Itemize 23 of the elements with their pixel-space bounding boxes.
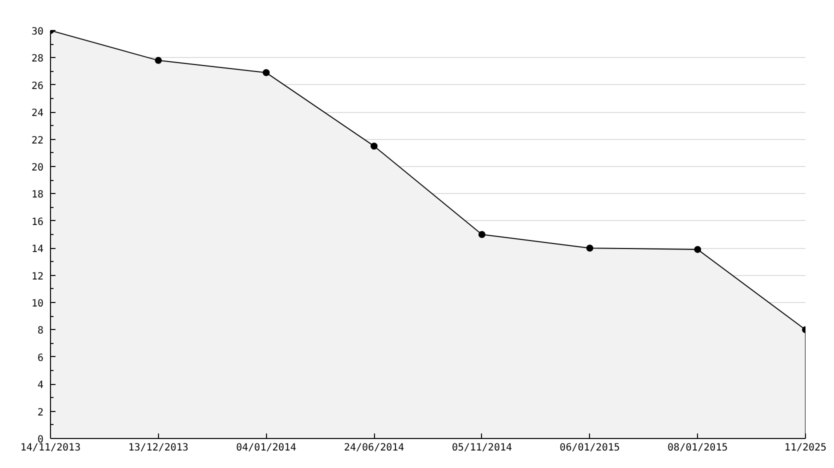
y-tick-label: 20 bbox=[31, 162, 44, 174]
y-tick-label: 16 bbox=[31, 216, 44, 228]
y-tick-label: 6 bbox=[37, 352, 44, 364]
y-tick-label: 30 bbox=[31, 26, 44, 38]
y-tick-label: 10 bbox=[31, 298, 44, 310]
y-tick-label: 8 bbox=[37, 326, 44, 337]
x-tick-label: 24/06/2014 bbox=[344, 442, 404, 454]
x-tick-label: 06/01/2015 bbox=[560, 442, 620, 454]
y-tick-label: 12 bbox=[31, 271, 44, 282]
y-tick-label: 2 bbox=[37, 407, 44, 418]
x-tick-label: 08/01/2015 bbox=[668, 442, 728, 454]
x-tick-label: 05/11/2014 bbox=[452, 442, 512, 454]
y-tick-label: 22 bbox=[31, 135, 44, 146]
y-tick-label: 14 bbox=[31, 244, 44, 256]
x-tick-label: 11/2025 bbox=[784, 442, 827, 454]
y-tick-label: 4 bbox=[37, 380, 44, 392]
x-tick-label: 13/12/2013 bbox=[128, 442, 188, 454]
x-tick-label: 14/11/2013 bbox=[20, 442, 81, 454]
y-tick-label: 24 bbox=[31, 108, 44, 120]
y-tick-label: 26 bbox=[31, 80, 44, 92]
y-tick-label: 18 bbox=[31, 190, 44, 201]
y-tick-label: 28 bbox=[31, 54, 44, 65]
x-tick-label: 04/01/2014 bbox=[236, 442, 296, 454]
